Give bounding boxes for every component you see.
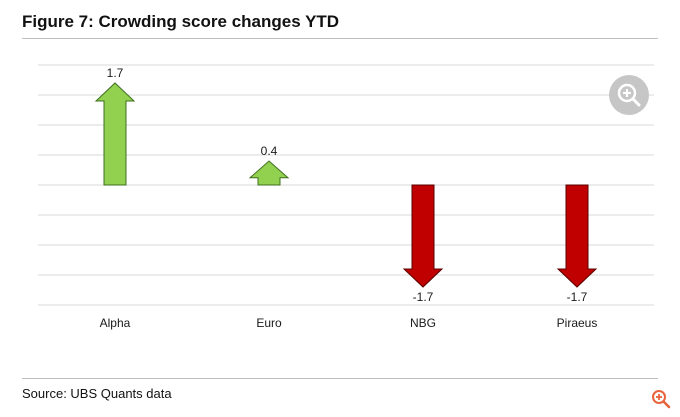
arrow-bar-nbg	[402, 184, 444, 288]
arrow-bar-euro	[248, 160, 290, 186]
arrow-bar-alpha	[94, 82, 136, 186]
zoom-button[interactable]	[609, 75, 649, 115]
figure-title: Figure 7: Crowding score changes YTD	[22, 12, 340, 31]
arrow-bar-piraeus	[556, 184, 598, 288]
category-label: Euro	[256, 316, 282, 330]
zoom-in-icon	[652, 390, 671, 409]
category-label: Alpha	[100, 316, 131, 330]
corner-zoom-button[interactable]	[650, 388, 672, 410]
category-label: Piraeus	[557, 316, 598, 330]
data-label: 0.4	[261, 144, 278, 158]
source-divider	[22, 378, 658, 379]
title-divider	[22, 38, 658, 39]
data-label: -1.7	[413, 290, 434, 304]
source-note: Source: UBS Quants data	[22, 386, 172, 401]
data-label: -1.7	[567, 290, 588, 304]
crowding-score-chart: 1.7 Alpha 0.4 Euro -1.7 NBG -1.7 Piraeus	[38, 64, 654, 330]
data-label: 1.7	[107, 66, 124, 80]
zoom-in-icon	[617, 83, 641, 107]
category-label: NBG	[410, 316, 436, 330]
